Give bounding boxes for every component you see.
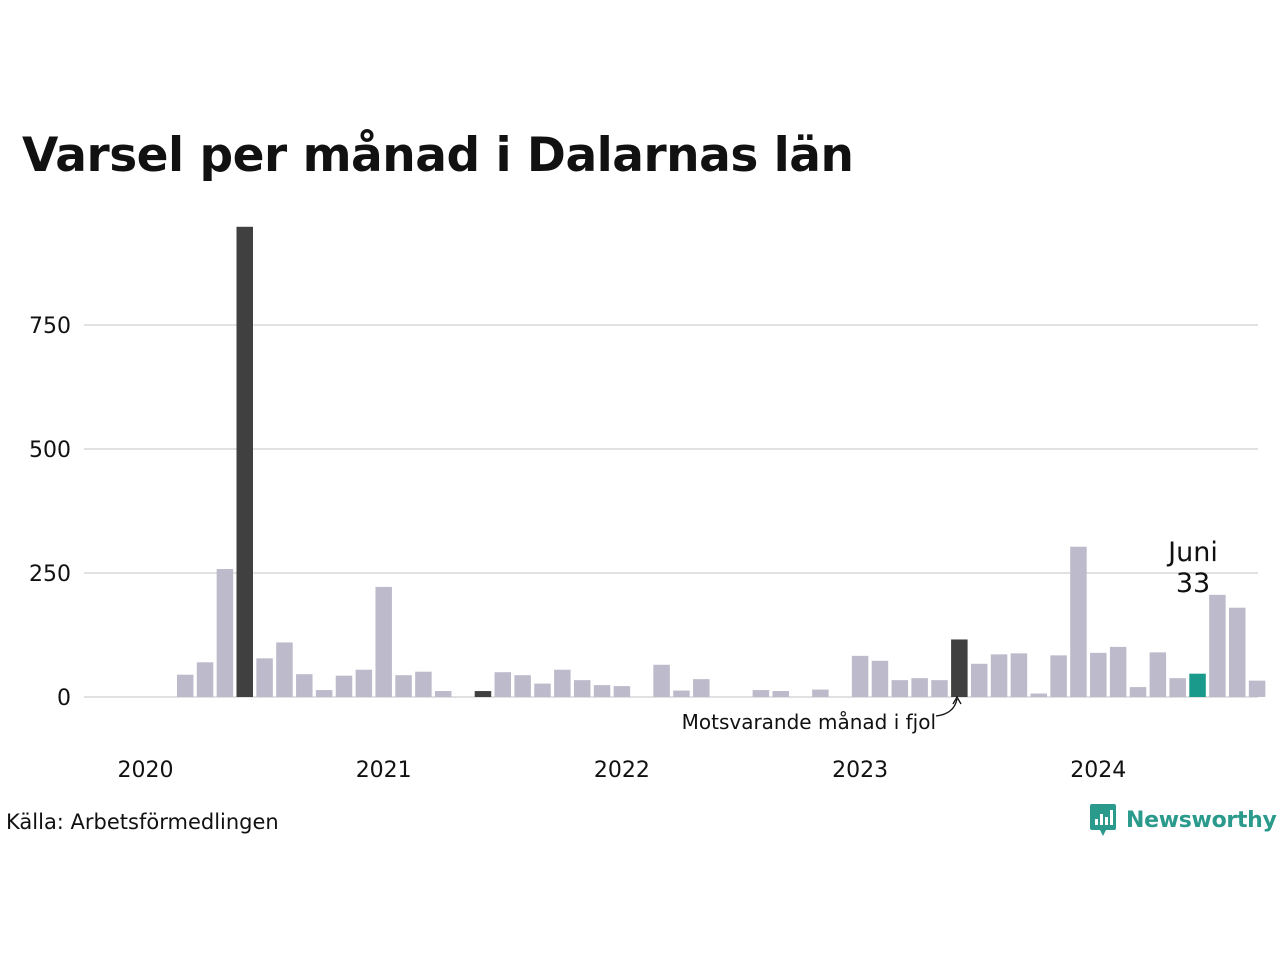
bar (1248, 680, 1266, 697)
bar (772, 691, 789, 697)
bar (435, 691, 452, 697)
bar (534, 683, 551, 697)
bar (474, 691, 492, 697)
bar (1129, 687, 1147, 697)
bar (216, 569, 234, 697)
bar (653, 664, 670, 697)
newsworthy-logo-icon (1090, 804, 1116, 836)
y-tick-label: 500 (29, 438, 71, 463)
bar (1189, 673, 1206, 697)
bar (375, 586, 392, 697)
x-tick-label: 2021 (356, 758, 412, 783)
bar (1070, 546, 1087, 697)
bar (256, 658, 273, 697)
current-month-label: Juni (1166, 537, 1218, 568)
bar (415, 671, 432, 697)
bar (1209, 594, 1226, 697)
bar (673, 690, 690, 697)
y-tick-label: 750 (29, 314, 71, 339)
bar (1109, 646, 1127, 697)
bar (990, 654, 1008, 697)
annotations: Motsvarande månad i fjol Juni 33 (682, 537, 1218, 734)
bar (1229, 607, 1246, 697)
x-tick-label: 2020 (118, 758, 174, 783)
brand-logo: Newsworthy (1088, 802, 1277, 838)
bar (196, 662, 214, 697)
chart-title: Varsel per månad i Dalarnas län (22, 128, 854, 183)
annotation-label: Motsvarande månad i fjol (682, 710, 936, 734)
bar (891, 680, 909, 697)
bar (1030, 693, 1047, 697)
x-axis-ticks: 2020 2021 2022 2023 2024 (118, 758, 1127, 783)
y-tick-label: 250 (29, 562, 71, 587)
bar (951, 639, 968, 697)
current-value-label: 33 (1176, 568, 1210, 599)
bar (395, 675, 412, 697)
x-tick-label: 2023 (832, 758, 888, 783)
bar (176, 674, 194, 697)
bar (315, 690, 333, 697)
bar (1010, 653, 1028, 697)
bar (931, 680, 948, 697)
annotation-arrowhead (952, 695, 962, 705)
bar (970, 663, 988, 697)
bar (613, 686, 631, 697)
brand-name: Newsworthy (1126, 807, 1277, 833)
bar (1050, 655, 1067, 697)
bar (276, 642, 293, 697)
bar (1149, 652, 1167, 697)
bar (514, 675, 531, 697)
bar (812, 689, 829, 697)
bar (871, 660, 889, 697)
y-axis-ticks: 0 250 500 750 (29, 314, 71, 711)
y-tick-label: 0 (57, 686, 71, 711)
bar (851, 655, 869, 697)
bar (911, 678, 928, 697)
bar (494, 672, 512, 697)
annotation-arrow (935, 698, 958, 717)
bar (554, 669, 571, 697)
x-tick-label: 2024 (1070, 758, 1126, 783)
bar (693, 679, 710, 697)
bar (1090, 652, 1107, 697)
source-note: Källa: Arbetsförmedlingen (6, 810, 279, 834)
bar (752, 690, 770, 697)
bars (176, 226, 1266, 698)
bar (355, 669, 373, 697)
bar (573, 680, 591, 697)
bar (1169, 678, 1186, 697)
bar (593, 685, 611, 697)
bar (236, 226, 253, 698)
x-tick-label: 2022 (594, 758, 650, 783)
bar (335, 675, 353, 697)
bar (296, 674, 313, 697)
